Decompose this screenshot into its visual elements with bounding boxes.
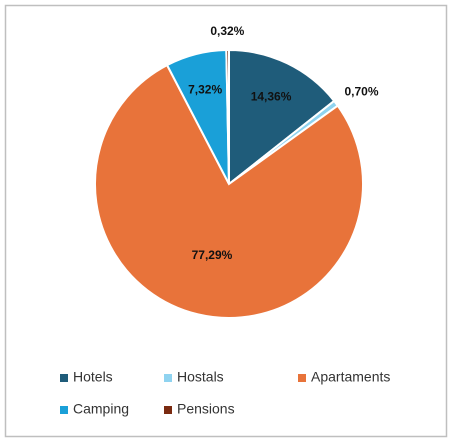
legend-swatch <box>164 406 172 414</box>
pie-slice <box>225 48 230 185</box>
legend-swatch <box>164 374 172 382</box>
legend-label: Camping <box>73 401 129 417</box>
legend-label: Pensions <box>177 401 235 417</box>
legend-label: Apartaments <box>311 369 390 385</box>
pie-slice <box>94 63 364 319</box>
legend-swatch <box>60 374 68 382</box>
pie-slice <box>228 48 336 187</box>
data-label: 0,70% <box>344 85 378 99</box>
data-label: 7,32% <box>188 83 222 97</box>
data-label: 77,29% <box>192 248 233 262</box>
legend-swatch <box>60 406 68 414</box>
legend-swatch <box>298 374 306 382</box>
legend-label: Hostals <box>177 369 224 385</box>
data-label: 14,36% <box>251 89 292 103</box>
legend-label: Hotels <box>73 369 113 385</box>
data-label: 0,32% <box>210 24 244 38</box>
